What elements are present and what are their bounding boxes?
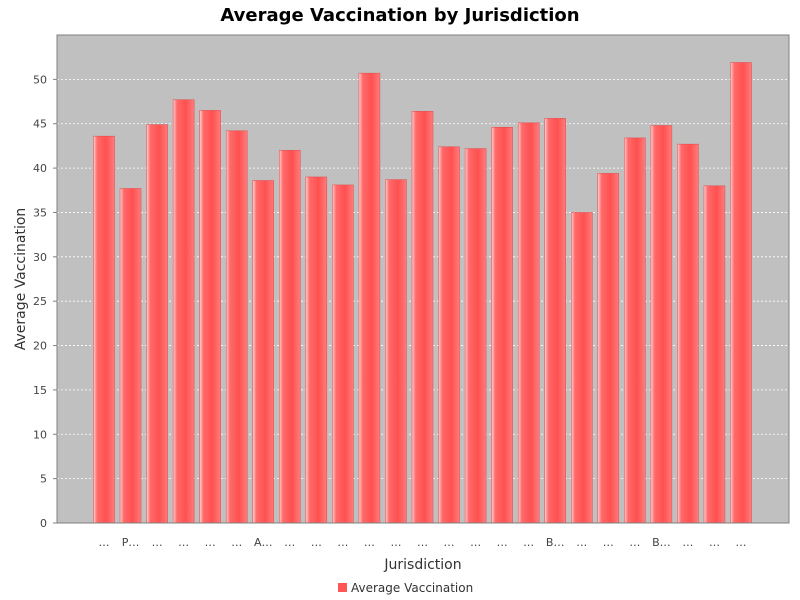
bar [624, 137, 646, 524]
bar [438, 146, 460, 524]
bar [411, 111, 434, 524]
chart-title: Average Vaccination by Jurisdiction [220, 5, 579, 26]
x-tick-label: … [337, 536, 348, 549]
bar [385, 179, 407, 524]
bar [146, 124, 168, 524]
x-tick-label: B… [652, 536, 671, 549]
x-axis-label: Jurisdiction [383, 557, 461, 573]
bar [730, 62, 752, 524]
x-tick-label: … [364, 536, 375, 549]
legend: Average Vaccination [338, 581, 473, 595]
bar [544, 118, 566, 524]
bar [93, 135, 115, 524]
x-tick-label: … [682, 536, 693, 549]
x-tick-label: … [736, 536, 747, 549]
bars [93, 62, 752, 524]
x-tick-label: … [470, 536, 481, 549]
bar [172, 99, 195, 524]
bar [279, 150, 301, 524]
legend-label: Average Vaccination [351, 581, 473, 595]
x-tick-label: … [629, 536, 640, 549]
y-tick-label: 35 [33, 206, 47, 219]
x-tick-label: … [444, 536, 455, 549]
bar [119, 188, 142, 524]
bar [252, 180, 274, 524]
y-tick-label: 40 [33, 162, 47, 175]
x-tick-label: … [205, 536, 216, 549]
x-tick-label: … [231, 536, 242, 549]
x-tick-label: B… [546, 536, 565, 549]
bar [332, 184, 354, 524]
x-tick-label: … [99, 536, 110, 549]
y-axis-label: Average Vaccination [13, 208, 29, 351]
bar [305, 176, 328, 524]
x-tick-label: P… [122, 536, 140, 549]
y-tick-label: 5 [40, 473, 47, 486]
y-tick-label: 50 [33, 73, 47, 86]
bar [199, 110, 221, 524]
x-tick-label: … [497, 536, 508, 549]
y-tick-label: 30 [33, 251, 47, 264]
bar [464, 148, 487, 524]
bar [650, 125, 673, 524]
x-tick-label: … [417, 536, 428, 549]
x-tick-label: … [709, 536, 720, 549]
y-tick-label: 25 [33, 295, 47, 308]
x-tick-label: … [576, 536, 587, 549]
bar [358, 72, 381, 524]
x-axis-ticks: … P… … … … … A… … … … … … … … … … … B… … … … B… … … … [99, 536, 747, 549]
y-tick-label: 0 [40, 517, 47, 530]
y-tick-label: 10 [33, 428, 47, 441]
y-tick-label: 20 [33, 340, 47, 353]
y-tick-label: 45 [33, 118, 47, 131]
x-tick-label: A… [254, 536, 273, 549]
x-tick-label: … [152, 536, 163, 549]
y-tick-label: 15 [33, 384, 47, 397]
bar [677, 143, 699, 524]
x-tick-label: … [390, 536, 401, 549]
bar [571, 212, 593, 524]
legend-swatch [338, 583, 347, 592]
y-axis-ticks: 0 5 10 15 20 25 30 35 40 45 50 [33, 73, 57, 530]
bar [597, 173, 620, 524]
x-tick-label: … [603, 536, 614, 549]
x-tick-label: … [178, 536, 189, 549]
bar [491, 127, 513, 524]
x-tick-label: … [523, 536, 534, 549]
x-tick-label: … [311, 536, 322, 549]
bar [225, 130, 248, 524]
x-tick-label: … [284, 536, 295, 549]
bar [517, 122, 540, 524]
bar [703, 185, 726, 524]
